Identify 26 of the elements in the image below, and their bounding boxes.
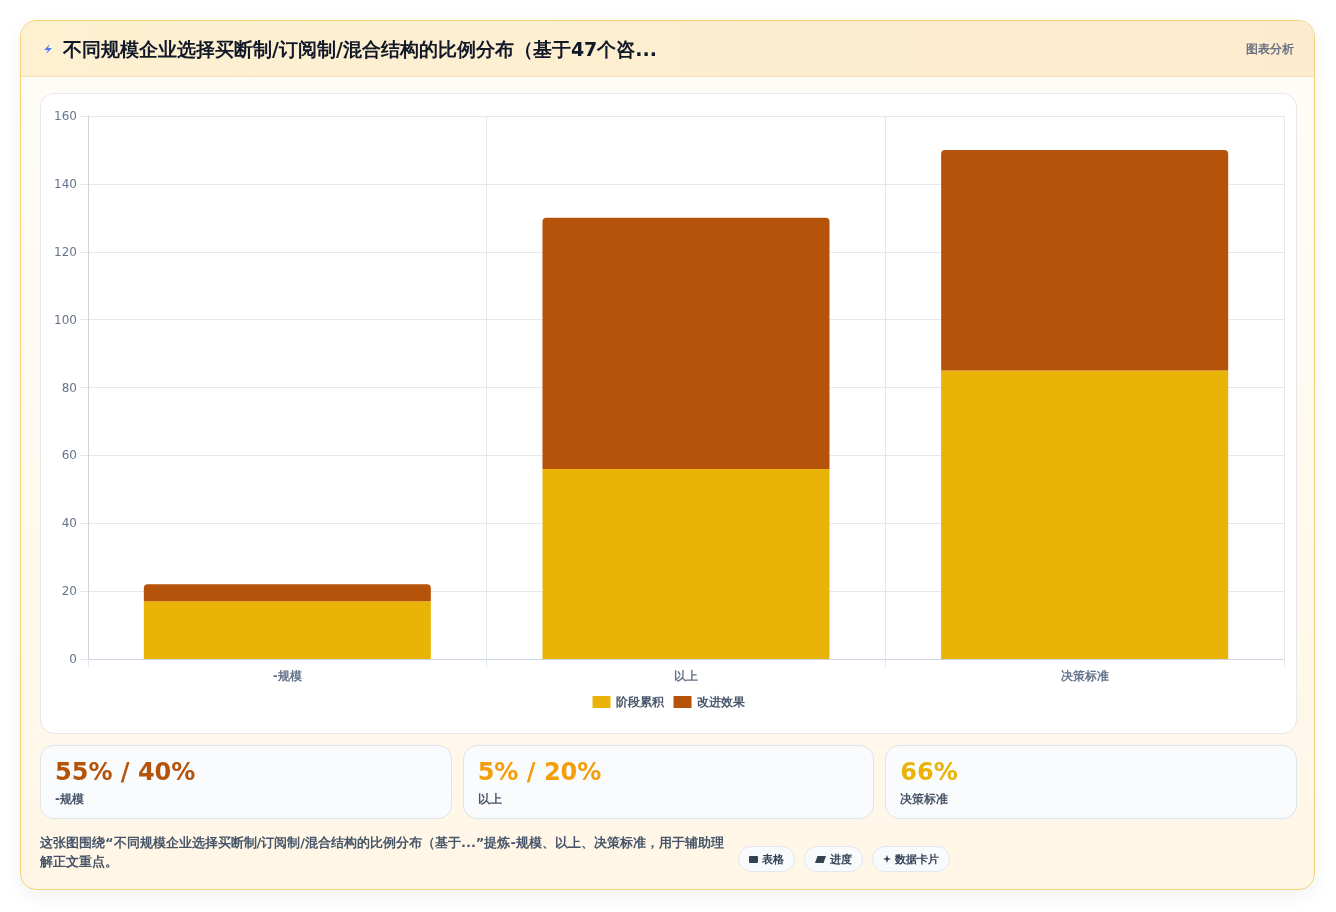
text: 表格 [762,851,784,867]
text: 进度 [830,851,852,867]
text: 这张图围绕“不同规模企业选择买断制/订阅制/混合结构的比例分布（基于...”提炼-规模、以上、决策标准，用于辅助理解正文重点。 [40,834,725,871]
category-label: 决策标准 [900,792,949,806]
category-label: -规模 [55,792,84,806]
x-tick-label: 决策标准 [1060,669,1109,683]
y-tick-label: 20 [61,584,77,599]
category-label: 以上 [477,792,502,806]
text: 数据卡片 [895,851,939,867]
y-tick-label: 140 [54,176,77,191]
text: 5% / 20% [477,758,603,786]
y-tick-label: 60 [61,448,77,463]
y-tick-label: 40 [61,516,77,531]
chart-title: 不同规模企业选择买断制/订阅制/混合结构的比例分布（基于47个咨... [63,37,657,62]
y-tick-label: 80 [61,380,77,395]
y-tick-label: 160 [54,109,77,123]
y-tick-label: 100 [54,312,77,327]
x-tick-label: 以上 [674,669,698,683]
text: 55% / 40% [55,758,197,786]
x-tick-label: -规模 [272,669,302,683]
y-tick-label: 0 [69,652,77,666]
text: 图表分析 [1246,41,1294,58]
y-tick-label: 120 [54,244,77,259]
legend-label: 改进效果 [696,695,746,709]
text: 66% [900,758,959,786]
legend-label: 阶段累积 [615,695,665,709]
